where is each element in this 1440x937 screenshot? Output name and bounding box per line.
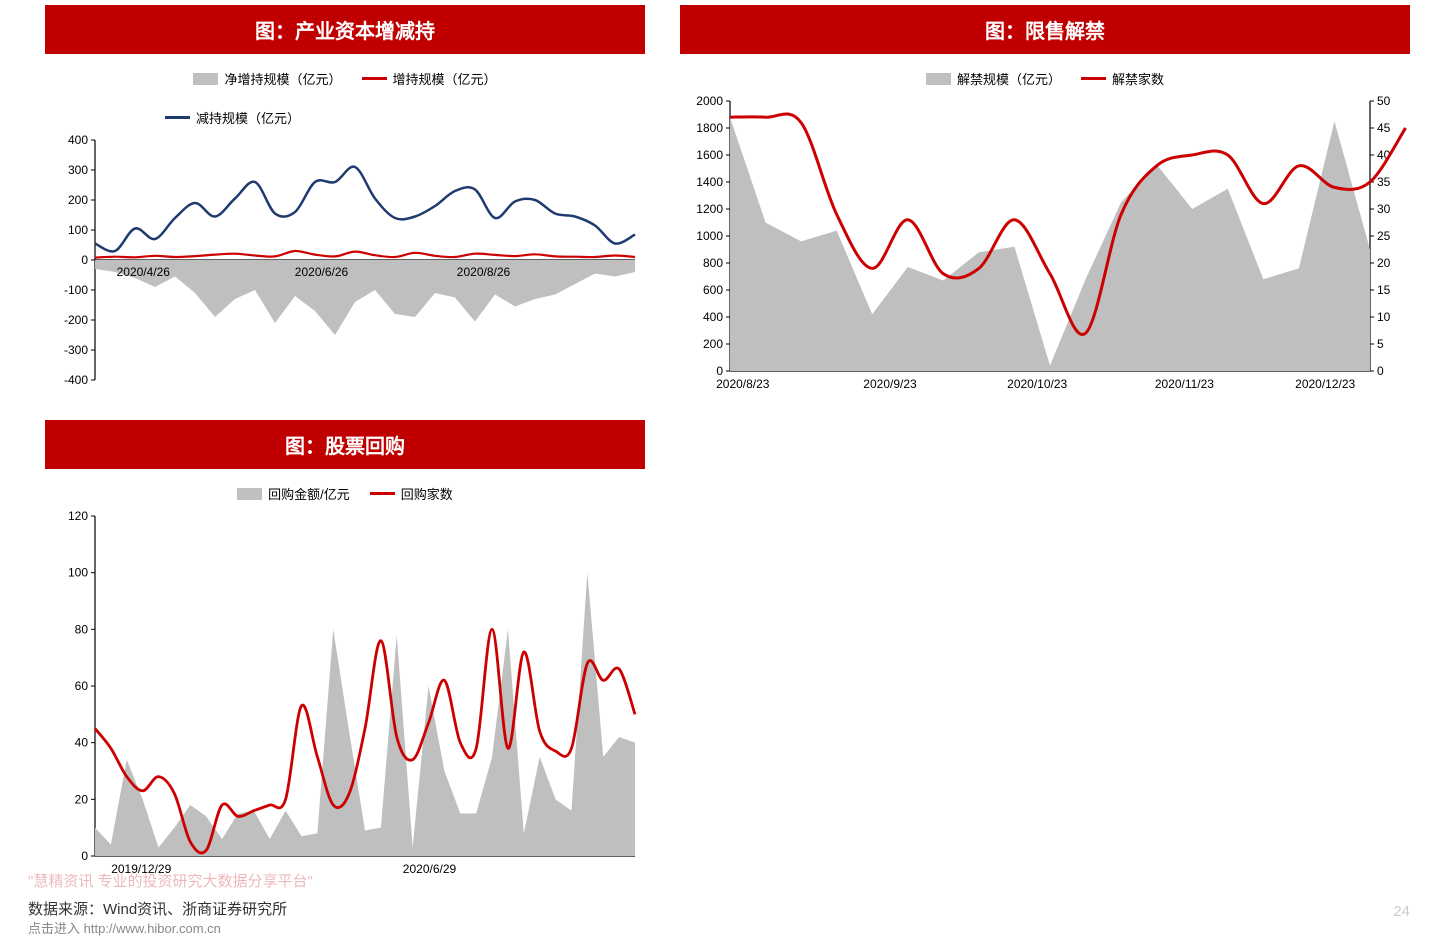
svg-text:1800: 1800 [696,121,723,135]
svg-text:1600: 1600 [696,148,723,162]
legend-label: 减持规模（亿元） [196,108,300,127]
svg-text:50: 50 [1377,96,1391,108]
svg-text:20: 20 [75,792,89,806]
svg-text:-400: -400 [64,373,88,387]
svg-text:80: 80 [75,622,89,636]
svg-text:2020/4/26: 2020/4/26 [117,265,171,279]
source-text: 数据来源：Wind资讯、浙商证券研究所 [28,898,287,919]
svg-text:1400: 1400 [696,175,723,189]
svg-text:-100: -100 [64,283,88,297]
svg-text:2020/6/29: 2020/6/29 [403,862,457,876]
legend-label: 回购家数 [401,484,453,503]
chart-2-plot: 0 200 400 600 800 1000 1200 1400 1600 1800 2000 0 5 1… [680,96,1410,396]
svg-text:2020/8/23: 2020/8/23 [716,377,770,391]
svg-text:200: 200 [703,337,723,351]
legend-label: 解禁家数 [1112,69,1164,88]
svg-text:400: 400 [703,310,723,324]
legend-area-icon [926,73,951,85]
svg-text:100: 100 [68,223,88,237]
svg-text:2020/10/23: 2020/10/23 [1007,377,1067,391]
svg-text:60: 60 [75,679,89,693]
svg-text:2020/12/23: 2020/12/23 [1295,377,1355,391]
legend-label: 增持规模（亿元） [393,69,497,88]
chart-1-legend: 净增持规模（亿元） 增持规模（亿元） 减持规模（亿元） [45,69,645,127]
svg-text:-300: -300 [64,343,88,357]
legend-area-icon [193,73,218,85]
svg-text:40: 40 [75,736,89,750]
svg-text:5: 5 [1377,337,1384,351]
svg-text:25: 25 [1377,229,1391,243]
page-number: 24 [1393,903,1410,920]
svg-text:2000: 2000 [696,96,723,108]
svg-text:1000: 1000 [696,229,723,243]
legend-label: 解禁规模（亿元） [957,69,1061,88]
svg-text:0: 0 [81,253,88,267]
chart-2: 图：限售解禁 解禁规模（亿元） 解禁家数 0200400600800100012… [680,5,1410,396]
watermark: "慧精资讯 专业的投资研究大数据分享平台" [28,870,313,891]
chart-3-plot: 0204060801001202019/12/292020/6/29 [45,511,645,881]
svg-text:600: 600 [703,283,723,297]
legend-line-icon [370,492,395,495]
svg-text:-200: -200 [64,313,88,327]
legend-label: 回购金额/亿元 [268,484,350,503]
svg-text:120: 120 [68,511,88,523]
svg-text:2020/6/26: 2020/6/26 [295,265,349,279]
svg-text:300: 300 [68,163,88,177]
svg-text:35: 35 [1377,175,1391,189]
svg-text:0: 0 [81,849,88,863]
svg-text:400: 400 [68,135,88,147]
svg-text:15: 15 [1377,283,1391,297]
chart-2-title: 图：限售解禁 [680,5,1410,54]
svg-text:0: 0 [1377,364,1384,378]
legend-area-icon [237,488,262,500]
chart-1-title: 图：产业资本增减持 [45,5,645,54]
legend-line-icon [362,77,387,80]
svg-text:45: 45 [1377,121,1391,135]
legend-line-icon [165,116,190,119]
chart-2-legend: 解禁规模（亿元） 解禁家数 [680,69,1410,88]
svg-text:0: 0 [716,364,723,378]
link-text: 点击进入 http://www.hibor.com.cn [28,918,221,937]
svg-text:1200: 1200 [696,202,723,216]
svg-text:2020/11/23: 2020/11/23 [1155,377,1214,391]
svg-text:20: 20 [1377,256,1391,270]
svg-text:800: 800 [703,256,723,270]
chart-3-legend: 回购金额/亿元 回购家数 [45,484,645,503]
svg-text:10: 10 [1377,310,1391,324]
svg-text:2020/8/26: 2020/8/26 [457,265,511,279]
legend-line-icon [1081,77,1106,80]
chart-3-title: 图：股票回购 [45,420,645,469]
legend-label: 净增持规模（亿元） [224,69,341,88]
chart-1-plot: -400 -300 -200 -100 0 100 200 300 400 2020/4/26 20… [45,135,645,405]
chart-3: 图：股票回购 回购金额/亿元 回购家数 0204060801001202019/… [45,420,645,881]
svg-text:100: 100 [68,566,88,580]
chart-1: 图：产业资本增减持 净增持规模（亿元） 增持规模（亿元） 减持规模（亿元） -4… [45,5,645,405]
svg-text:30: 30 [1377,202,1391,216]
svg-text:2020/9/23: 2020/9/23 [863,377,917,391]
svg-text:200: 200 [68,193,88,207]
